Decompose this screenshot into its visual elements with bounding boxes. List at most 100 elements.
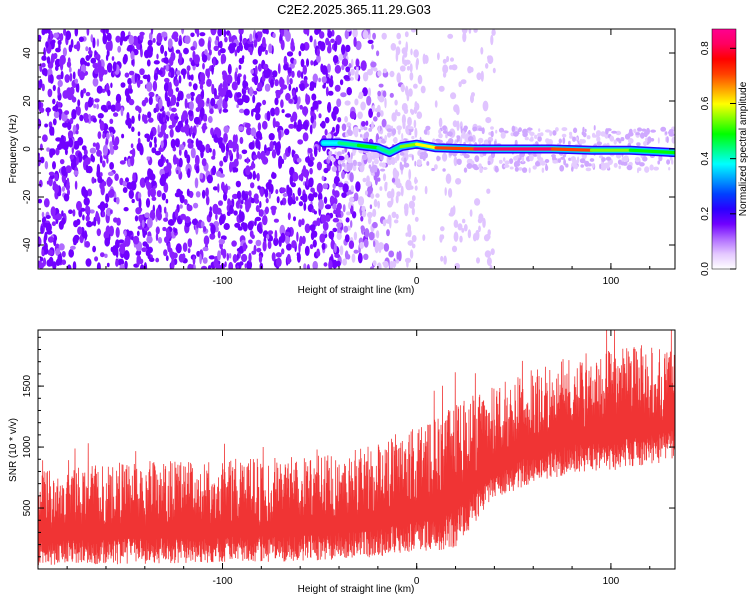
noise-speck xyxy=(85,258,92,267)
noise-speck xyxy=(107,171,114,176)
noise-speck xyxy=(151,180,157,187)
noise-speck xyxy=(128,98,135,106)
noise-speck xyxy=(217,41,221,49)
noise-speck xyxy=(382,219,387,227)
noise-speck xyxy=(226,252,229,261)
noise-speck xyxy=(332,126,335,133)
haze-speck xyxy=(361,154,368,161)
noise-speck xyxy=(395,259,400,264)
haze-speck xyxy=(643,141,648,146)
noise-speck xyxy=(323,167,329,174)
noise-speck xyxy=(94,256,99,262)
noise-speck xyxy=(79,71,85,81)
haze-speck xyxy=(518,167,523,171)
haze-speck xyxy=(380,168,386,172)
noise-speck xyxy=(136,255,142,263)
spectrogram-marks xyxy=(38,29,675,269)
noise-speck xyxy=(84,101,89,111)
noise-speck xyxy=(205,195,210,206)
noise-speck xyxy=(278,140,281,152)
noise-speck xyxy=(384,97,387,109)
haze-speck xyxy=(635,132,640,136)
noise-speck xyxy=(296,252,301,263)
noise-speck xyxy=(60,70,64,80)
spectrogram-x-axis-label: Height of straight line (km) xyxy=(298,285,415,296)
noise-speck xyxy=(138,113,141,122)
noise-speck xyxy=(51,39,56,44)
noise-speck xyxy=(97,113,104,119)
noise-speck xyxy=(350,205,354,215)
signal-track-segment xyxy=(376,146,392,155)
noise-speck xyxy=(414,176,417,185)
noise-speck xyxy=(110,246,114,252)
noise-speck xyxy=(147,111,152,119)
haze-speck xyxy=(498,159,503,164)
noise-speck xyxy=(238,108,245,114)
haze-speck xyxy=(463,167,468,173)
noise-speck xyxy=(367,211,373,219)
noise-speck xyxy=(187,263,194,269)
noise-speck xyxy=(344,100,351,106)
haze-speck xyxy=(338,166,341,172)
haze-speck xyxy=(568,140,571,146)
noise-speck xyxy=(492,67,496,74)
noise-speck xyxy=(319,233,326,243)
noise-speck xyxy=(362,177,367,183)
noise-speck xyxy=(370,61,377,68)
noise-speck xyxy=(240,222,246,228)
haze-speck xyxy=(369,166,375,173)
snr-x-tick-label: 0 xyxy=(414,576,420,587)
noise-speck xyxy=(67,189,70,196)
noise-speck xyxy=(316,250,321,257)
noise-speck xyxy=(242,242,247,252)
noise-speck xyxy=(128,88,133,94)
noise-speck xyxy=(458,81,462,88)
noise-speck xyxy=(453,231,459,242)
noise-speck xyxy=(153,107,157,114)
noise-speck xyxy=(308,177,314,188)
noise-speck xyxy=(151,147,157,154)
noise-speck xyxy=(86,29,90,36)
noise-speck xyxy=(309,124,313,135)
noise-speck xyxy=(207,40,211,52)
noise-speck xyxy=(135,207,142,215)
haze-speck xyxy=(345,131,348,137)
noise-speck xyxy=(38,198,43,204)
haze-speck xyxy=(409,131,412,136)
noise-speck xyxy=(283,55,288,66)
noise-speck xyxy=(104,253,108,258)
noise-speck xyxy=(361,210,367,218)
noise-speck xyxy=(190,147,196,159)
noise-speck xyxy=(332,183,336,190)
haze-speck xyxy=(538,128,541,132)
noise-speck xyxy=(335,124,340,135)
noise-speck xyxy=(346,122,352,128)
noise-speck xyxy=(375,193,380,198)
haze-speck xyxy=(513,131,520,135)
noise-speck xyxy=(243,108,250,116)
noise-speck xyxy=(92,37,96,49)
noise-speck xyxy=(257,122,262,131)
noise-speck xyxy=(413,49,419,58)
noise-speck xyxy=(480,70,484,82)
noise-speck xyxy=(168,56,174,66)
noise-speck xyxy=(117,258,125,266)
noise-speck xyxy=(289,78,293,85)
noise-speck xyxy=(38,237,42,246)
noise-speck xyxy=(219,48,226,54)
noise-speck xyxy=(173,116,179,120)
noise-speck xyxy=(318,199,324,211)
snr-axes: -100 0 100 500 1000 1500 xyxy=(22,330,675,587)
noise-speck xyxy=(371,105,375,113)
noise-speck xyxy=(309,193,314,202)
noise-speck xyxy=(270,79,274,88)
noise-speck xyxy=(297,139,304,145)
noise-speck xyxy=(295,196,299,201)
noise-speck xyxy=(327,46,332,54)
noise-speck xyxy=(142,114,148,121)
noise-speck xyxy=(309,86,315,91)
noise-speck xyxy=(53,32,59,39)
haze-speck xyxy=(397,128,401,135)
noise-speck xyxy=(374,107,379,113)
noise-speck xyxy=(341,123,347,132)
